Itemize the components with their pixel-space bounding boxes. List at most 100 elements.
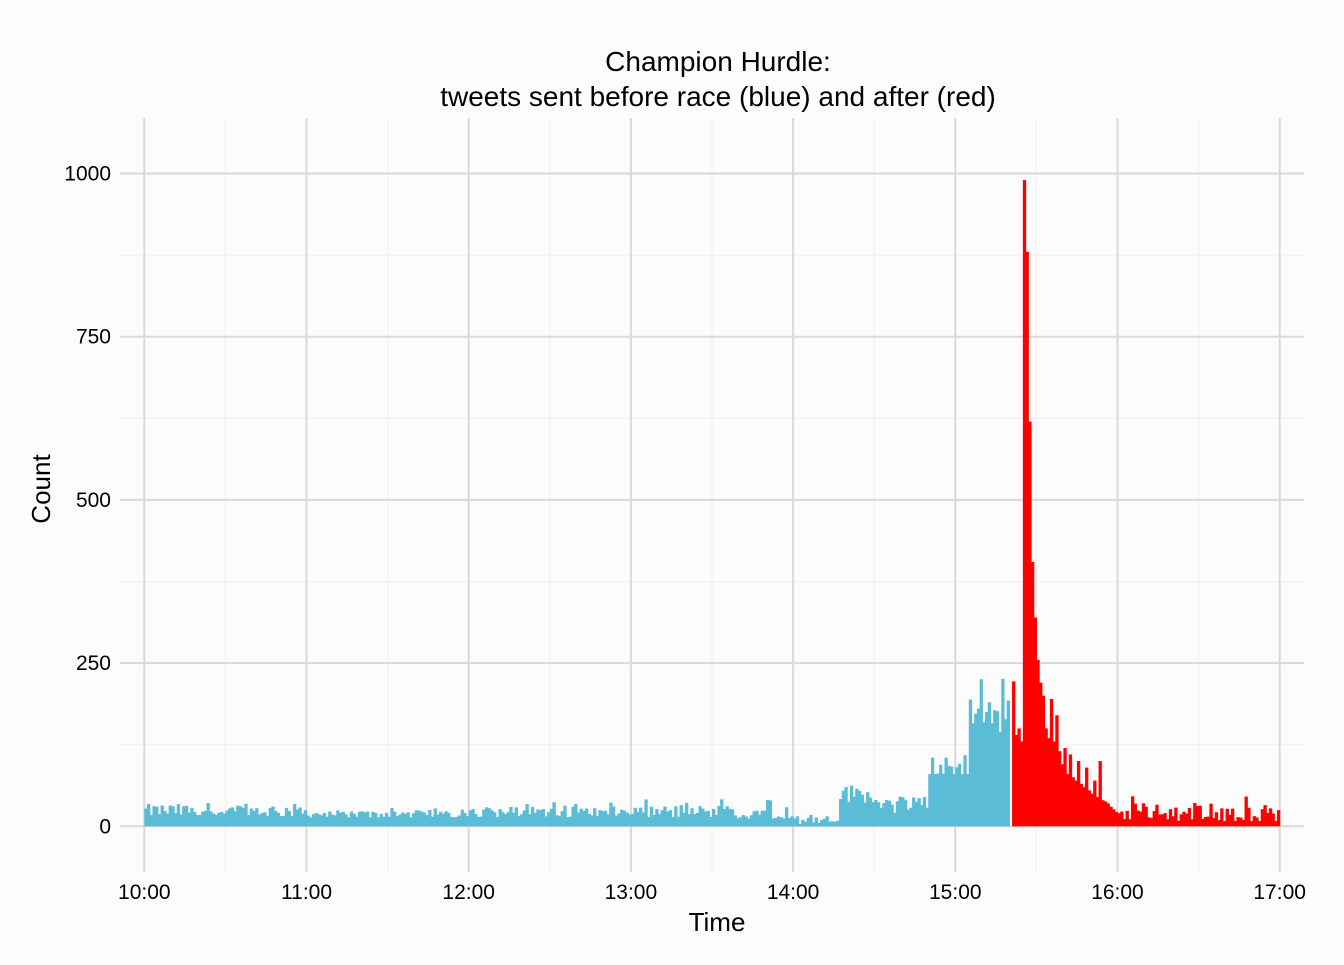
bar-before [587, 813, 591, 827]
bar-before [344, 814, 348, 827]
bar-before [860, 794, 864, 827]
y-axis-title: Count [26, 454, 56, 524]
bar-before [155, 806, 159, 827]
bar-before [371, 811, 375, 827]
bar-after [1041, 695, 1046, 827]
bar-after [1063, 747, 1067, 827]
bar-before [436, 814, 440, 827]
bar-before [887, 800, 892, 827]
bar-before [317, 814, 321, 827]
bar-after [1112, 809, 1116, 827]
bar-after [1241, 819, 1246, 827]
bar-before [722, 808, 727, 827]
bar-after [1206, 816, 1210, 827]
bar-before [693, 814, 697, 827]
bar-before [314, 812, 318, 827]
bar-before [374, 812, 378, 827]
bar-before [152, 806, 156, 827]
bar-before [611, 806, 616, 827]
bar-before [933, 774, 937, 827]
bar-before [803, 821, 808, 827]
bar-before [795, 816, 800, 827]
bar-before [203, 810, 208, 827]
bar-before [649, 806, 654, 827]
bar-before [955, 767, 959, 827]
bar-before [833, 821, 837, 827]
bar-before [552, 802, 556, 827]
bar-before [433, 808, 437, 827]
bar-before [652, 814, 656, 827]
bar-before [271, 806, 275, 827]
bar-before [468, 810, 473, 827]
bar-after [1120, 811, 1124, 827]
bar-before [679, 805, 683, 827]
bar-after [1249, 821, 1254, 827]
y-tick-label: 250 [76, 652, 111, 675]
bar-before [720, 799, 724, 827]
bar-before [898, 796, 902, 827]
bar-before [990, 723, 994, 827]
bar-after [1160, 814, 1165, 827]
bar-before [379, 813, 383, 827]
bar-before [609, 802, 613, 827]
bar-before [238, 806, 243, 827]
bar-after [1201, 818, 1205, 827]
bar-before [511, 812, 516, 827]
bar-before [217, 812, 221, 827]
bar-after [1028, 421, 1032, 827]
bar-after [1158, 814, 1162, 827]
bar-after [1087, 790, 1092, 827]
bar-before [684, 802, 689, 827]
bar-before [149, 815, 154, 827]
bar-before [309, 817, 313, 827]
bar-after [1244, 796, 1248, 827]
bar-before [809, 814, 813, 827]
bar-after [1012, 681, 1016, 827]
bar-after [1239, 817, 1243, 827]
bar-before [836, 820, 840, 827]
bar-after [1098, 761, 1102, 827]
bar-before [255, 808, 259, 827]
bar-before [495, 817, 500, 827]
bar-before [844, 787, 848, 827]
bar-before [279, 816, 283, 827]
bar-after [1020, 741, 1024, 827]
bar-before [528, 814, 532, 827]
bar-before [236, 805, 240, 827]
bar-before [660, 810, 664, 827]
bar-before [244, 803, 248, 827]
bar-before [622, 810, 627, 827]
bar-before [709, 816, 713, 827]
bar-before [979, 679, 983, 827]
bar-before [930, 757, 935, 827]
tick-labels: 0 250 500 750 1000 10:00 11:00 12:00 13:00 14:00 1… [64, 162, 1306, 904]
bar-before [701, 808, 705, 827]
bar-before [760, 810, 764, 827]
bar-before [976, 708, 981, 827]
bar-before [830, 821, 835, 827]
bar-before [876, 802, 881, 827]
bar-after [1036, 659, 1040, 827]
bar-before [698, 806, 702, 827]
bar-before [893, 812, 897, 827]
bar-before [655, 809, 659, 827]
bar-before [171, 806, 175, 827]
bar-before [741, 815, 746, 827]
bar-before [493, 812, 497, 827]
bar-before [460, 809, 464, 827]
bar-before [260, 813, 264, 827]
bar-before [949, 766, 954, 827]
y-tick-label: 500 [76, 489, 111, 512]
y-tick-label: 1000 [64, 162, 111, 185]
bar-before [471, 809, 475, 827]
bar-before [555, 815, 559, 827]
bar-before [620, 809, 624, 827]
bar-before [868, 797, 873, 827]
bar-after [1220, 808, 1224, 827]
bar-after [1136, 810, 1140, 827]
bar-before [787, 818, 791, 827]
bar-before [195, 815, 199, 827]
bar-after [1025, 251, 1029, 827]
bar-after [1268, 808, 1273, 827]
bar-before [676, 816, 681, 827]
